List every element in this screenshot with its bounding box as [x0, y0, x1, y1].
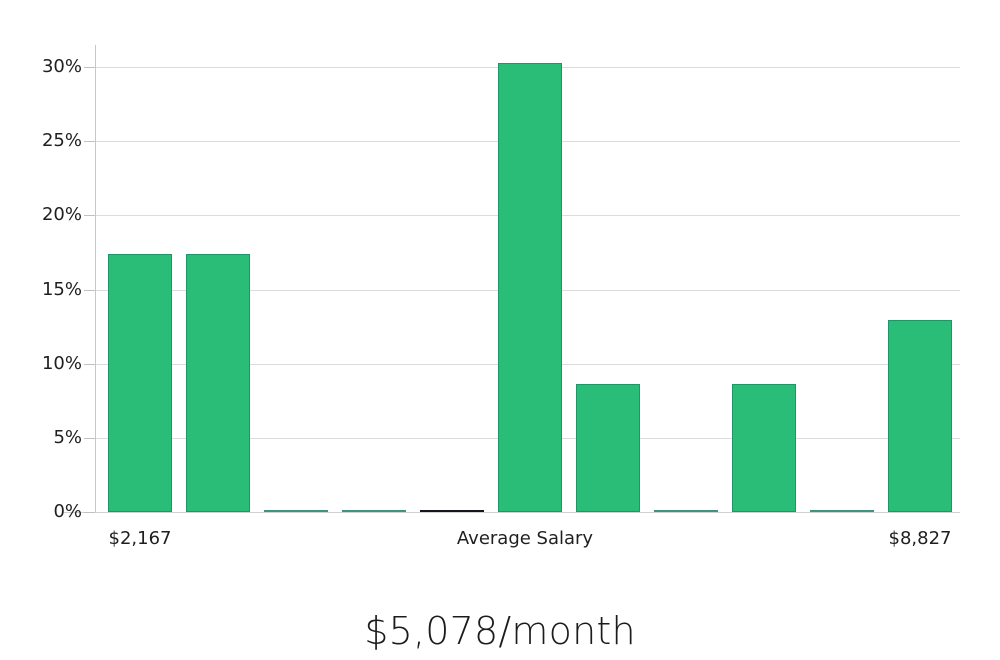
y-tick-mark-30 — [84, 67, 95, 68]
y-tick-label-10: 10% — [41, 353, 82, 374]
y-tick-label-30: 30% — [41, 56, 82, 77]
bar-11[interactable] — [888, 320, 952, 512]
x-axis-label-left: $2,167 — [108, 528, 172, 549]
bar-9[interactable] — [732, 383, 796, 512]
y-tick-label-5: 5% — [53, 427, 82, 448]
bar-4[interactable] — [342, 510, 406, 512]
bar-8[interactable] — [654, 510, 718, 512]
bar-6[interactable] — [498, 62, 562, 512]
y-tick-label-25: 25% — [41, 130, 82, 151]
bar-2[interactable] — [186, 254, 250, 512]
y-tick-mark-5 — [84, 438, 95, 439]
y-axis-line — [95, 45, 96, 512]
y-tick-label-15: 15% — [41, 279, 82, 300]
y-tick-mark-20 — [84, 215, 95, 216]
bar-3[interactable] — [264, 510, 328, 512]
bar-1[interactable] — [108, 254, 172, 512]
x-axis-label-right: $8,827 — [888, 528, 952, 549]
y-tick-mark-15 — [84, 290, 95, 291]
y-tick-mark-0 — [84, 512, 95, 513]
x-axis-label-center: Average Salary — [456, 528, 594, 549]
bars-layer — [96, 45, 960, 512]
y-tick-mark-10 — [84, 364, 95, 365]
chart-title: $5,078/month — [364, 609, 636, 653]
x-axis-line — [62, 512, 960, 513]
bar-5[interactable] — [420, 510, 484, 512]
bar-10[interactable] — [810, 510, 874, 512]
bar-7[interactable] — [576, 383, 640, 512]
y-tick-label-0: 0% — [53, 501, 82, 522]
y-tick-mark-25 — [84, 141, 95, 142]
y-tick-label-20: 20% — [41, 204, 82, 225]
